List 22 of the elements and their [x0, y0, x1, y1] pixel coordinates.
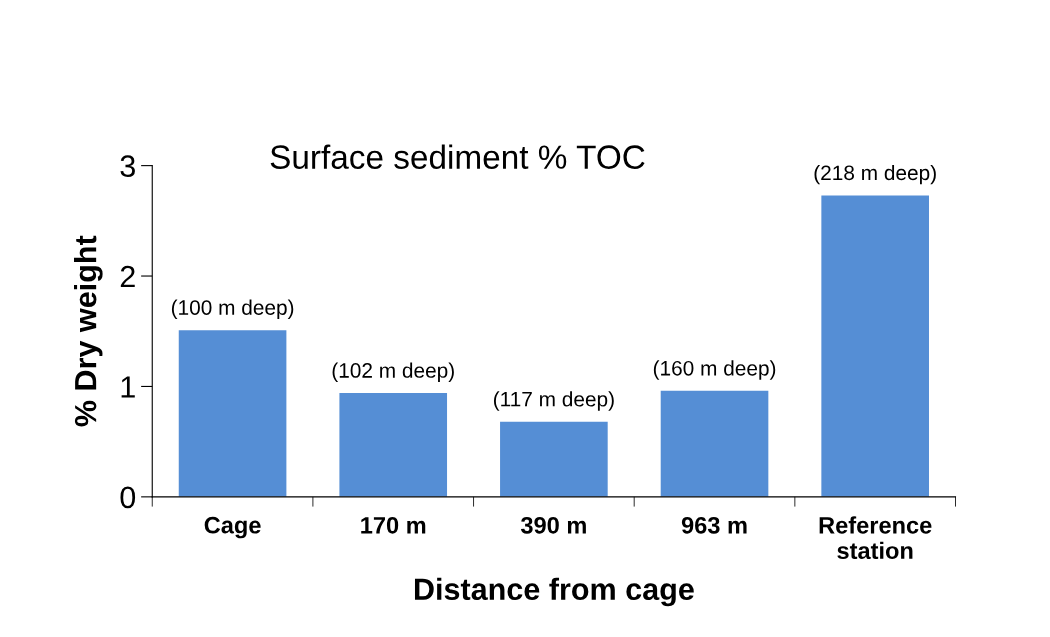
- chart-title: Surface sediment % TOC: [270, 144, 645, 169]
- y-tick-label: 2: [120, 265, 135, 288]
- annotation: (160 m deep): [653, 360, 776, 380]
- annotation: (218 m deep): [814, 164, 936, 185]
- x-tick-label: 170 m: [361, 516, 426, 534]
- bar: [660, 390, 769, 497]
- y-axis-title: % Dry weight: [74, 235, 103, 427]
- bar: [821, 195, 929, 497]
- x-tick-label: 390 m: [520, 516, 586, 534]
- y-tick-label: 1: [121, 376, 135, 398]
- bar: [178, 330, 287, 497]
- bar: [500, 421, 608, 497]
- x-axis-title: Distance from cage: [414, 577, 694, 607]
- y-tick-label: 0: [120, 486, 136, 509]
- x-tick-label: 963 m: [681, 516, 747, 534]
- x-tick-label: Cage: [204, 516, 261, 539]
- annotation: (117 m deep): [493, 391, 614, 411]
- bar: [339, 393, 448, 497]
- y-tick-label: 3: [120, 155, 135, 177]
- annotation: (100 m deep): [171, 299, 294, 320]
- annotation: (102 m deep): [332, 362, 454, 382]
- x-tick-label: Reference station: [819, 516, 932, 560]
